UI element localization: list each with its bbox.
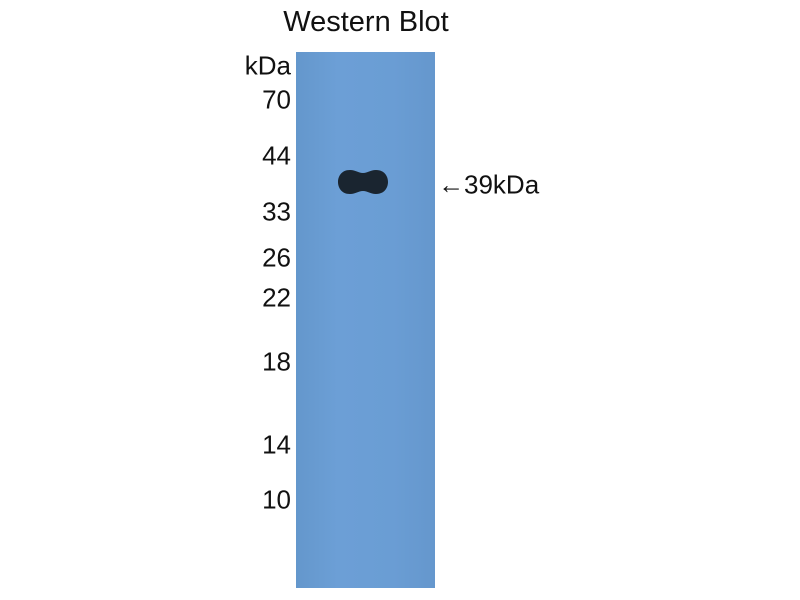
- band-size-annotation: ←39kDa: [438, 169, 540, 200]
- blot-membrane: [296, 52, 435, 588]
- unit-label: kDa: [244, 50, 291, 81]
- marker-label: 22: [262, 282, 291, 313]
- marker-label: 14: [262, 429, 291, 460]
- marker-label: 44: [262, 140, 291, 171]
- marker-label: 18: [262, 346, 291, 377]
- figure-title: Western Blot: [283, 6, 449, 38]
- marker-label: 70: [262, 84, 291, 115]
- marker-label: 10: [262, 484, 291, 515]
- marker-label: 33: [262, 196, 291, 227]
- protein-band: [338, 170, 388, 194]
- marker-label: 26: [262, 242, 291, 273]
